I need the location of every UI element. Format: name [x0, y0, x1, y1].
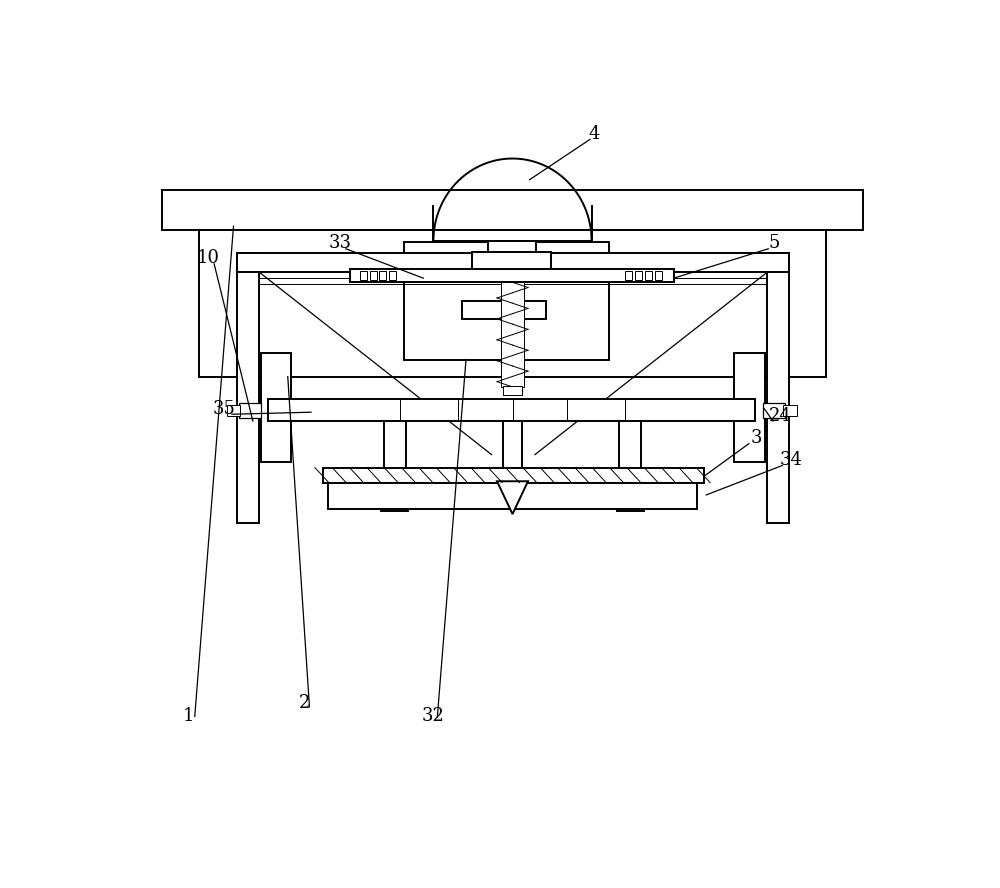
Bar — [617, 484, 644, 511]
Bar — [268, 400, 755, 421]
Text: 4: 4 — [588, 125, 600, 143]
Bar — [378, 471, 412, 484]
Text: 33: 33 — [329, 234, 352, 252]
Text: 10: 10 — [197, 250, 220, 267]
Bar — [655, 272, 662, 281]
Bar — [645, 272, 652, 281]
Bar — [237, 253, 789, 272]
Bar — [162, 190, 863, 230]
Bar — [239, 402, 261, 417]
Bar — [227, 405, 240, 416]
Bar — [381, 484, 408, 511]
Bar — [237, 253, 259, 523]
Bar — [360, 272, 367, 281]
Text: 5: 5 — [769, 234, 780, 252]
Text: 2: 2 — [299, 694, 310, 712]
Bar — [370, 272, 377, 281]
Bar — [328, 483, 697, 509]
Bar — [635, 272, 642, 281]
Bar — [323, 468, 704, 483]
Text: 32: 32 — [422, 708, 445, 725]
Bar — [404, 242, 609, 360]
Bar — [389, 272, 396, 281]
Bar — [379, 272, 386, 281]
Bar — [763, 402, 785, 417]
Bar — [503, 421, 522, 468]
Bar — [783, 405, 797, 416]
Text: 34: 34 — [780, 451, 803, 469]
Bar — [625, 272, 632, 281]
Bar — [462, 301, 546, 319]
Bar — [199, 230, 826, 377]
Bar — [497, 468, 528, 481]
Bar — [503, 385, 522, 395]
Bar — [350, 268, 674, 282]
Bar — [734, 353, 765, 462]
Text: 24: 24 — [768, 407, 791, 424]
Bar — [488, 241, 536, 251]
Bar — [501, 282, 524, 387]
Bar — [613, 471, 647, 484]
Bar — [619, 421, 641, 471]
Polygon shape — [497, 481, 528, 514]
Bar — [767, 253, 789, 523]
Text: 3: 3 — [751, 429, 762, 448]
Bar — [384, 421, 406, 471]
Text: 1: 1 — [183, 708, 194, 725]
Bar — [261, 353, 291, 462]
Bar — [472, 251, 551, 268]
Text: 35: 35 — [213, 400, 236, 417]
